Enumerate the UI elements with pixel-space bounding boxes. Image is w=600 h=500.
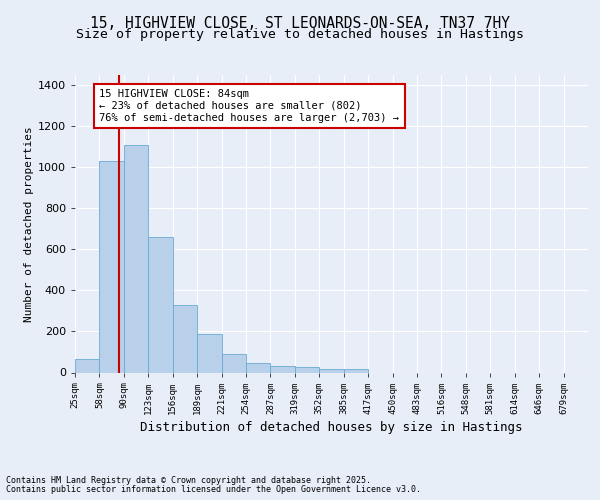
Bar bbox=[344, 370, 368, 372]
Bar bbox=[271, 366, 295, 372]
Text: Contains HM Land Registry data © Crown copyright and database right 2025.: Contains HM Land Registry data © Crown c… bbox=[6, 476, 371, 485]
Text: Contains public sector information licensed under the Open Government Licence v3: Contains public sector information licen… bbox=[6, 485, 421, 494]
Bar bbox=[197, 334, 221, 372]
Bar bbox=[295, 368, 319, 372]
X-axis label: Distribution of detached houses by size in Hastings: Distribution of detached houses by size … bbox=[140, 420, 523, 434]
Y-axis label: Number of detached properties: Number of detached properties bbox=[23, 126, 34, 322]
Bar bbox=[173, 305, 197, 372]
Bar bbox=[148, 237, 173, 372]
Text: 15, HIGHVIEW CLOSE, ST LEONARDS-ON-SEA, TN37 7HY: 15, HIGHVIEW CLOSE, ST LEONARDS-ON-SEA, … bbox=[90, 16, 510, 31]
Text: Size of property relative to detached houses in Hastings: Size of property relative to detached ho… bbox=[76, 28, 524, 41]
Bar bbox=[246, 364, 271, 372]
Bar bbox=[100, 161, 124, 372]
Bar bbox=[319, 370, 344, 372]
Bar bbox=[124, 145, 148, 372]
Bar bbox=[221, 354, 246, 372]
Bar bbox=[75, 359, 100, 372]
Text: 15 HIGHVIEW CLOSE: 84sqm
← 23% of detached houses are smaller (802)
76% of semi-: 15 HIGHVIEW CLOSE: 84sqm ← 23% of detach… bbox=[100, 90, 400, 122]
